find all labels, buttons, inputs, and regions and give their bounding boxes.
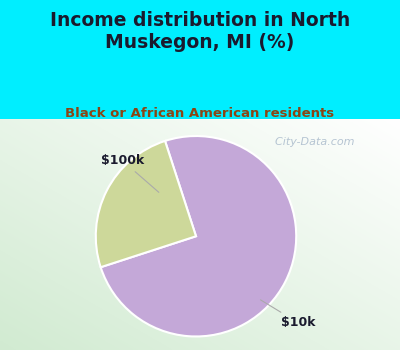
Text: City-Data.com: City-Data.com: [268, 137, 354, 147]
Text: Income distribution in North
Muskegon, MI (%): Income distribution in North Muskegon, M…: [50, 10, 350, 51]
Text: $10k: $10k: [260, 300, 316, 329]
Wedge shape: [101, 136, 296, 336]
Text: $100k: $100k: [101, 154, 159, 192]
Text: Black or African American residents: Black or African American residents: [66, 107, 334, 120]
Wedge shape: [96, 141, 196, 267]
